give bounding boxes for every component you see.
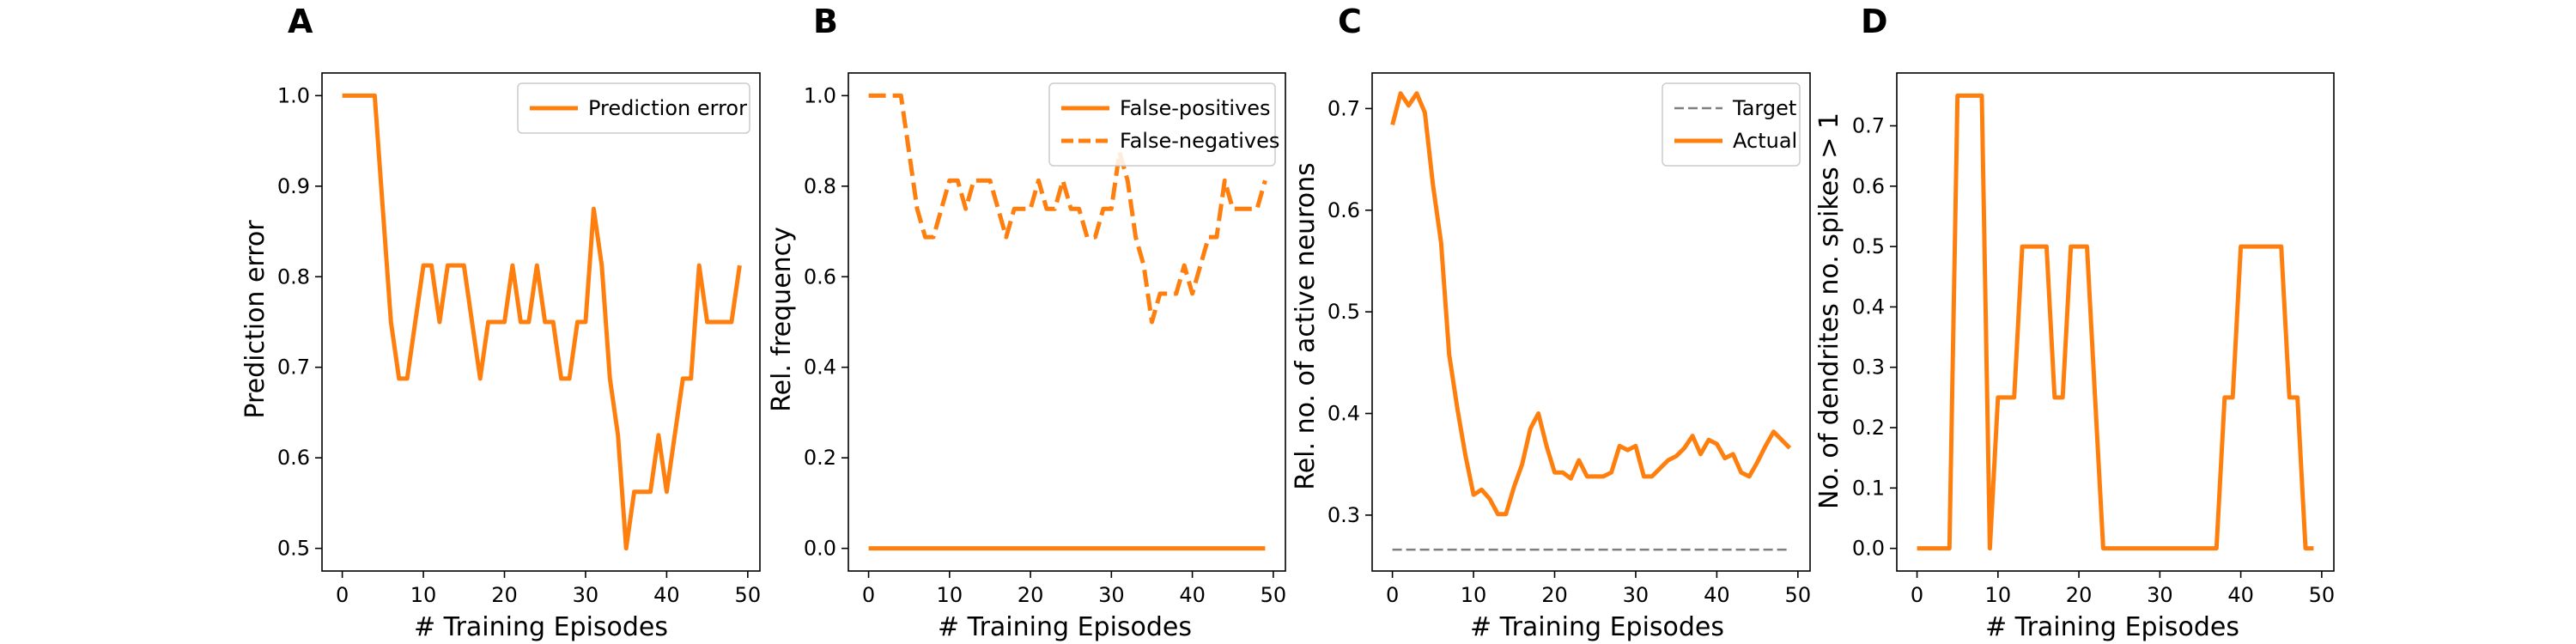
y-tick-label: 0.6 <box>1852 174 1885 198</box>
x-tick-label: 50 <box>2309 583 2336 607</box>
x-axis-label-d: # Training Episodes <box>1985 612 2239 642</box>
x-tick-label: 30 <box>2147 583 2173 607</box>
plot-frame <box>321 72 761 572</box>
legend-label: Actual <box>1733 129 1797 153</box>
plot-frame <box>848 72 1286 572</box>
legend: False-positives False-negatives <box>1048 82 1279 167</box>
series-line-actual <box>1390 91 1792 517</box>
legend-label: False-positives <box>1120 96 1271 120</box>
panel-b: B 0 10 20 30 40 50 0.0 0.2 0.4 0.6 0.8 1.0 False-pos… <box>767 3 1286 642</box>
legend-label: Prediction error <box>588 96 747 120</box>
y-tick-label: 0.9 <box>277 174 310 198</box>
x-tick-label: 40 <box>1704 583 1730 607</box>
y-tick-label: 0.3 <box>1327 503 1360 527</box>
y-tick-label: 0.3 <box>1852 355 1885 380</box>
y-tick-label: 0.7 <box>1327 96 1360 120</box>
x-tick-label: 0 <box>1386 583 1399 607</box>
y-tick-label: 0.7 <box>1852 114 1885 138</box>
y-axis-label-a: Prediction error <box>240 220 270 419</box>
plot-a: 0 10 20 30 40 50 0.5 0.6 0.7 0.8 0.9 1.0 Prediction … <box>277 72 762 607</box>
y-tick-label: 0.4 <box>1852 295 1885 319</box>
y-tick-label: 0.5 <box>1852 234 1885 258</box>
legend-box <box>517 82 750 134</box>
x-tick-label: 20 <box>1541 583 1568 607</box>
y-tick-label: 1.0 <box>277 83 310 107</box>
y-tick-label: 0.5 <box>1327 300 1360 324</box>
x-tick-label: 30 <box>1623 583 1649 607</box>
plot-c: 0 10 20 30 40 50 0.3 0.4 0.5 0.6 0.7 Target Actual <box>1327 72 1812 607</box>
x-tick-label: 0 <box>862 583 875 607</box>
panel-letter-b: B <box>813 3 838 40</box>
panel-letter-d: D <box>1861 3 1888 40</box>
legend: Target Actual <box>1662 82 1801 167</box>
plot-frame <box>1371 72 1811 572</box>
y-tick-label: 0.5 <box>277 537 310 561</box>
panel-a: A 0 10 20 30 40 50 0.5 0.6 0.7 0.8 0.9 1.0 Predictio… <box>240 3 761 642</box>
y-tick-label: 0.8 <box>804 174 836 198</box>
x-tick-label: 20 <box>491 583 518 607</box>
x-tick-label: 40 <box>653 583 680 607</box>
plot-frame <box>1896 72 2335 572</box>
y-tick-label: 0.4 <box>1327 402 1360 426</box>
y-tick-label: 0.0 <box>804 537 836 561</box>
y-tick-label: 0.0 <box>1852 537 1885 561</box>
x-axis-label-a: # Training Episodes <box>414 612 668 642</box>
x-tick-label: 10 <box>937 583 963 607</box>
x-tick-label: 0 <box>336 583 349 607</box>
x-tick-label: 20 <box>1018 583 1044 607</box>
y-tick-label: 0.6 <box>277 446 310 470</box>
legend-label: False-negatives <box>1120 129 1279 153</box>
x-tick-label: 40 <box>1179 583 1206 607</box>
x-tick-label: 10 <box>1461 583 1487 607</box>
x-tick-label: 10 <box>1985 583 2012 607</box>
y-tick-label: 0.2 <box>804 446 836 470</box>
x-tick-label: 50 <box>735 583 762 607</box>
y-tick-label: 0.6 <box>1327 198 1360 222</box>
y-axis-label-d: No. of dendrites no. spikes > 1 <box>1814 112 1844 509</box>
y-tick-label: 0.2 <box>1852 416 1885 440</box>
x-tick-label: 30 <box>1098 583 1125 607</box>
y-tick-label: 0.7 <box>277 355 310 380</box>
panel-c: C 0 10 20 30 40 50 0.3 0.4 0.5 0.6 0.7 Target Actual… <box>1291 3 1811 642</box>
legend-box <box>1662 82 1801 167</box>
panel-letter-c: C <box>1338 3 1362 40</box>
legend: Prediction error <box>517 82 750 134</box>
y-axis-label-c: Rel. no. of active neurons <box>1291 162 1321 490</box>
x-axis-label-c: # Training Episodes <box>1470 612 1724 642</box>
legend-box <box>1048 82 1276 167</box>
y-tick-label: 0.6 <box>804 264 836 289</box>
x-tick-label: 20 <box>2066 583 2093 607</box>
series-line <box>1917 93 2314 551</box>
panel-letter-a: A <box>288 3 313 40</box>
x-tick-label: 30 <box>573 583 599 607</box>
legend-label: Target <box>1732 96 1796 120</box>
plot-d: 0 10 20 30 40 50 0.0 0.1 0.2 0.3 0.4 0.5 0.6 0.7 <box>1852 72 2336 607</box>
x-axis-label-b: # Training Episodes <box>938 612 1192 642</box>
x-tick-label: 0 <box>1911 583 1923 607</box>
y-tick-label: 0.4 <box>804 355 836 380</box>
y-tick-label: 1.0 <box>804 83 836 107</box>
x-tick-label: 10 <box>410 583 437 607</box>
x-tick-label: 50 <box>1785 583 1812 607</box>
y-axis-label-b: Rel. frequency <box>767 227 797 412</box>
y-tick-label: 0.8 <box>277 264 310 289</box>
series-line-prediction-error <box>342 93 742 551</box>
series-line-false-negatives <box>868 93 1267 325</box>
x-tick-label: 50 <box>1261 583 1287 607</box>
plot-b: 0 10 20 30 40 50 0.0 0.2 0.4 0.6 0.8 1.0 False-posit… <box>804 72 1287 607</box>
x-tick-label: 40 <box>2227 583 2254 607</box>
y-tick-label: 0.1 <box>1852 476 1885 500</box>
panel-d: D 0 10 20 30 40 50 0.0 0.1 0.2 0.3 0.4 0.5 0.6 0.7 # … <box>1814 3 2335 642</box>
